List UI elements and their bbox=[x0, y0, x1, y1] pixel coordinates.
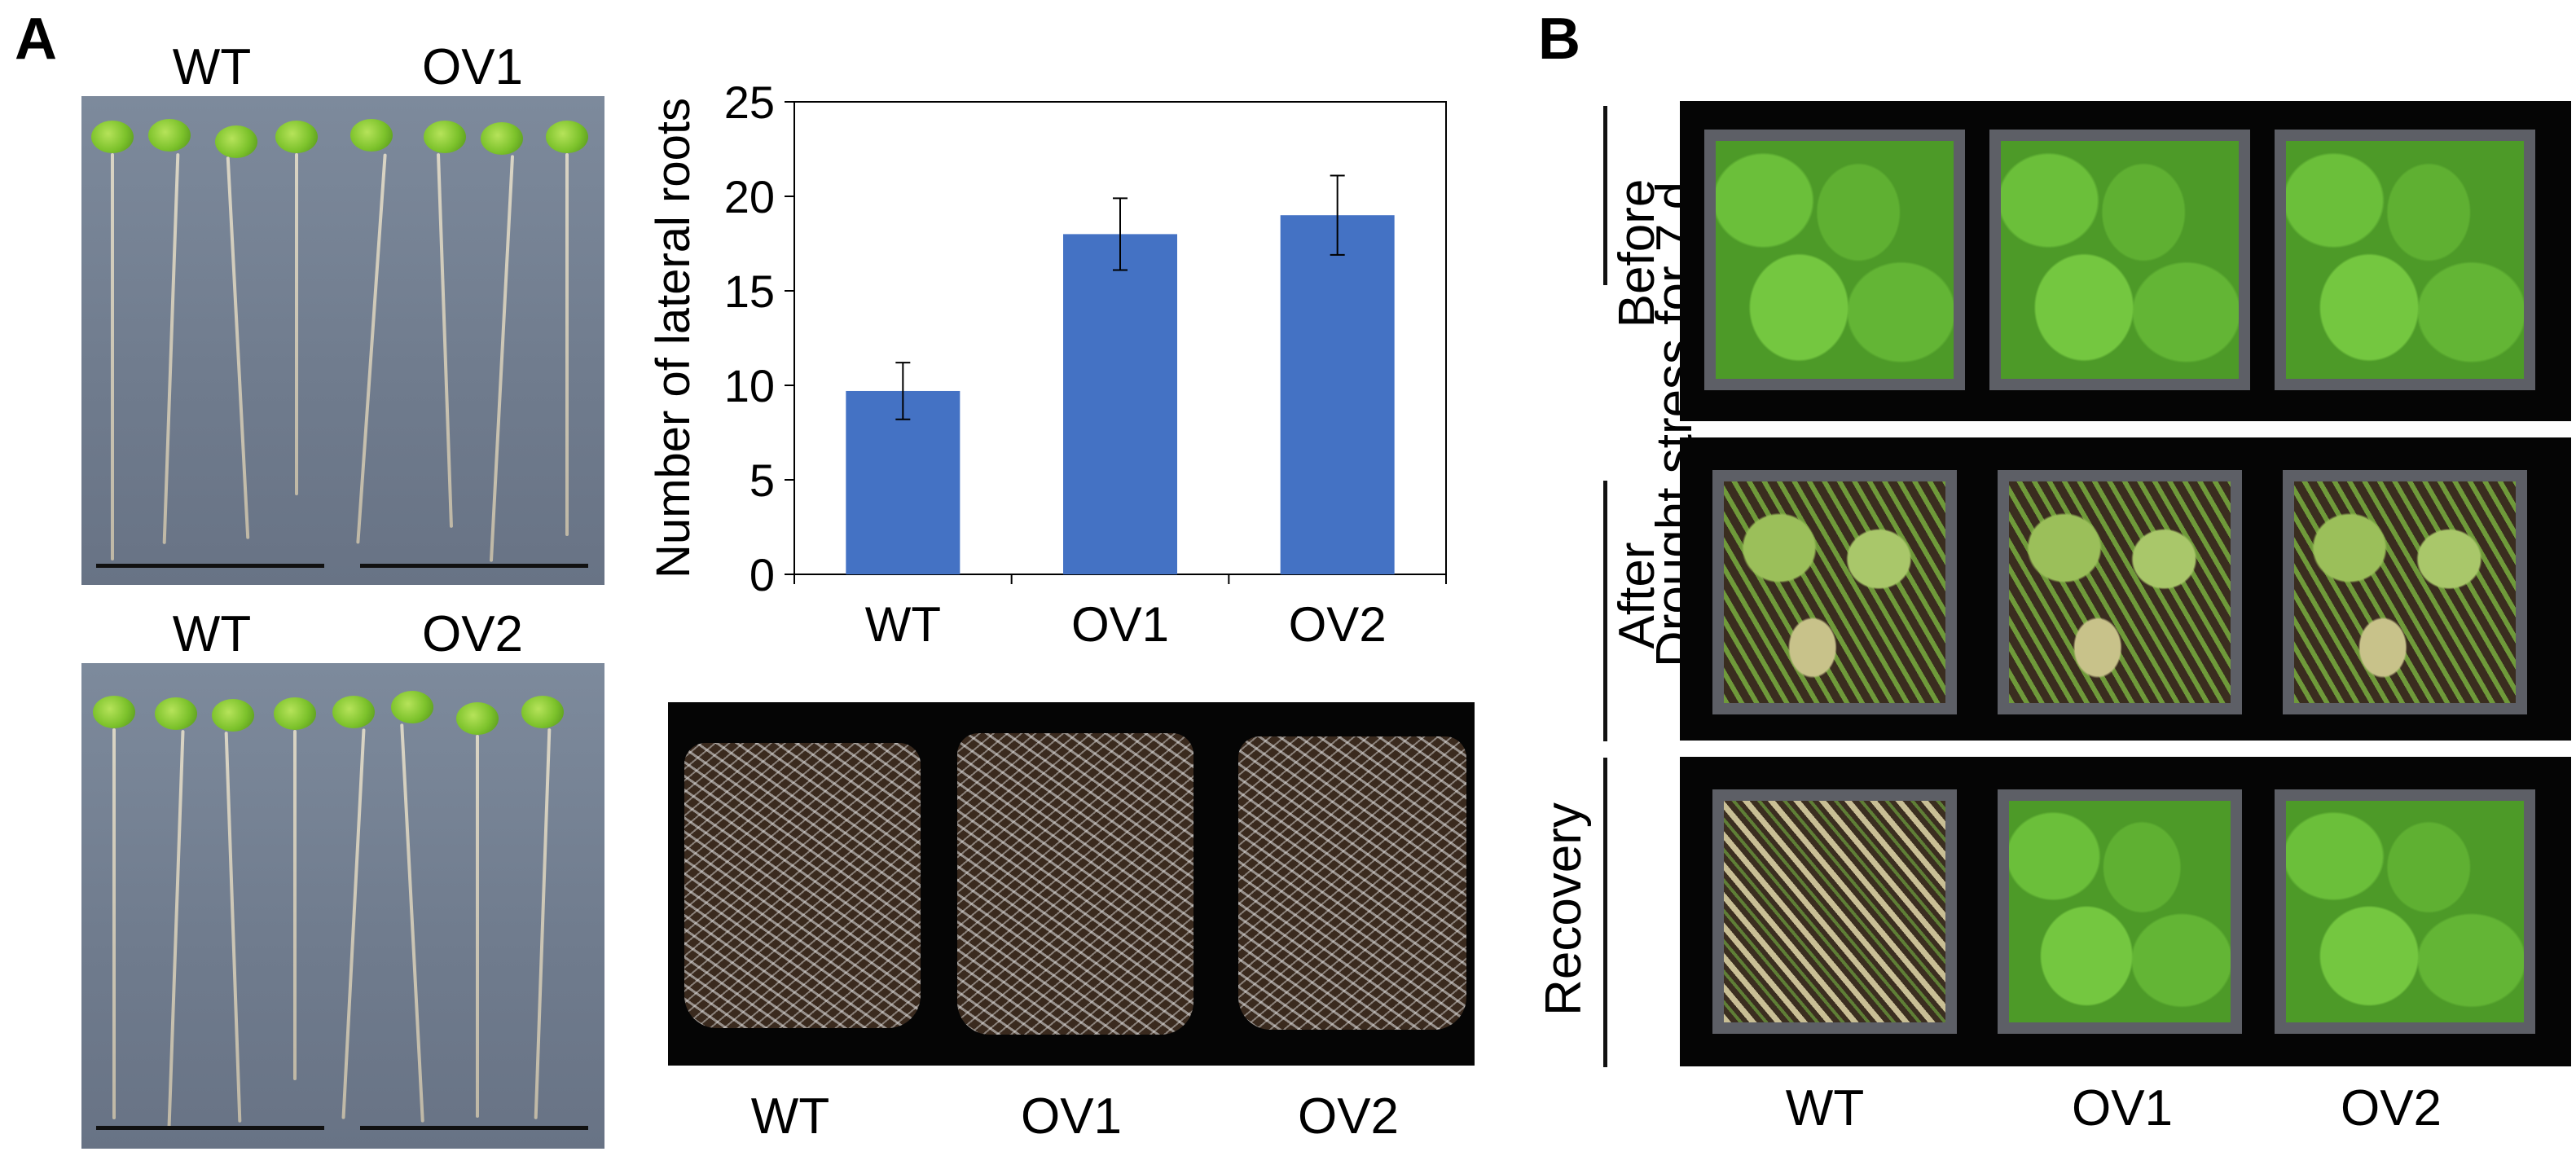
x-tick-label-ov2: OV2 bbox=[1289, 597, 1387, 652]
bar-wt bbox=[846, 390, 961, 574]
seedling-plate-bottom-photo bbox=[81, 663, 604, 1149]
y-axis-label: Number of lateral roots bbox=[647, 98, 700, 578]
seedling-plate-top-photo bbox=[81, 96, 604, 585]
plate-bottom-ov2-label: OV2 bbox=[421, 606, 524, 662]
recovery-photo bbox=[1680, 757, 2571, 1066]
soil-photo-wt-label: WT bbox=[750, 1088, 830, 1145]
col-label-ov1: OV1 bbox=[2071, 1080, 2174, 1136]
soil-photo-ov1-label: OV1 bbox=[1020, 1088, 1123, 1145]
x-tick-label-ov1: OV1 bbox=[1071, 597, 1169, 652]
before-drought-photo bbox=[1680, 101, 2571, 421]
panel-a-letter: A bbox=[15, 7, 57, 72]
panel-b-letter: B bbox=[1538, 7, 1580, 72]
y-tick-label: 10 bbox=[724, 360, 775, 411]
row-label-recovery: Recovery bbox=[1536, 802, 1592, 1016]
recovery-bracket-line bbox=[1603, 758, 1607, 1067]
y-tick-label: 20 bbox=[724, 171, 775, 222]
soil-photo-ov2-label: OV2 bbox=[1297, 1088, 1400, 1145]
x-tick-label-wt: WT bbox=[865, 597, 941, 652]
lateral-roots-bar-chart: 0 5 10 15 20 25 Number of lateral roots WT OV1 OV… bbox=[647, 77, 1447, 652]
y-tick-label: 5 bbox=[750, 455, 775, 506]
plate-top-ov1-label: OV1 bbox=[421, 39, 524, 95]
y-tick-label: 25 bbox=[724, 77, 775, 128]
col-label-wt: WT bbox=[1785, 1080, 1865, 1136]
root-soil-photo bbox=[668, 702, 1475, 1066]
bar-ov2 bbox=[1280, 215, 1395, 574]
plate-top-wt-label: WT bbox=[172, 39, 252, 95]
before-bracket-line bbox=[1603, 106, 1607, 285]
after-bracket-line bbox=[1603, 481, 1607, 741]
row-label-before: Before bbox=[1609, 178, 1665, 328]
bar-ov1 bbox=[1063, 234, 1177, 574]
row-label-after: After bbox=[1609, 542, 1665, 649]
after-drought-photo bbox=[1680, 437, 2571, 741]
y-tick-label: 0 bbox=[750, 549, 775, 600]
plate-bottom-wt-label: WT bbox=[172, 606, 252, 662]
y-tick-label: 15 bbox=[724, 266, 775, 317]
col-label-ov2: OV2 bbox=[2340, 1080, 2442, 1136]
